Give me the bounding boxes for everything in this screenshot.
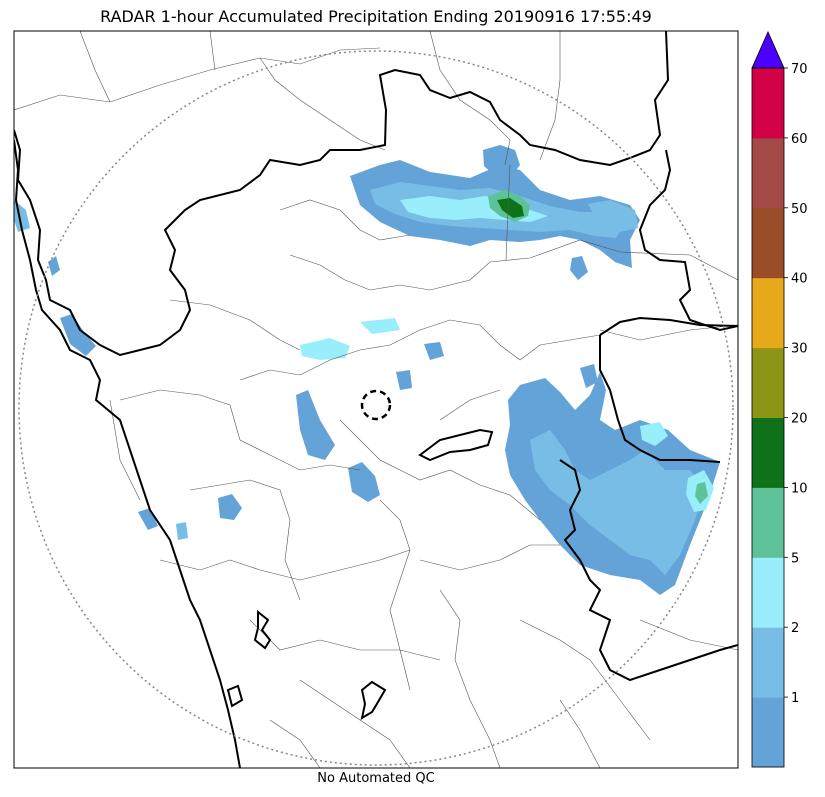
- precip-scatter-1: [300, 338, 350, 360]
- precip-scatter-2: [360, 318, 400, 334]
- radar-map: [13, 30, 739, 769]
- colorbar-segment: [752, 697, 784, 768]
- precip-cell-ne: [588, 200, 638, 232]
- colorbar-segment: [752, 487, 784, 558]
- state-border-ne: [638, 149, 738, 332]
- district-boundaries: [14, 31, 738, 768]
- colorbar-segment: [752, 557, 784, 628]
- precip-east-cyan2: [640, 422, 668, 446]
- precip-north-peak: [497, 198, 524, 218]
- colorbar: 1 2 5 10 20 30 40 50 60 70: [751, 31, 808, 768]
- colorbar-segment: [752, 627, 784, 698]
- colorbar-tick-label: 20: [791, 412, 808, 427]
- colorbar-tick-label: 70: [791, 62, 808, 77]
- colorbar-tick-label: 40: [791, 272, 808, 287]
- colorbar-tick-label: 30: [791, 342, 808, 357]
- map-title: RADAR 1-hour Accumulated Precipitation E…: [100, 7, 652, 26]
- precip-cell-n1: [483, 145, 520, 178]
- colorbar-tick-label: 60: [791, 132, 808, 147]
- colorbar-segment: [752, 207, 784, 279]
- state-border-nw: [14, 31, 670, 357]
- precip-coast-3: [48, 256, 60, 276]
- precip-cell-ne2: [570, 256, 588, 280]
- precip-coast-4: [138, 508, 158, 530]
- state-border-east-south: [559, 459, 738, 682]
- colorbar-segment: [752, 137, 784, 209]
- precip-layer: [14, 145, 720, 595]
- map-frame: [13, 30, 739, 769]
- precip-scatter-5: [580, 364, 598, 388]
- colorbar-tick-label: 10: [791, 481, 808, 496]
- precip-cell-central-west: [296, 390, 335, 460]
- precip-scatter-3: [424, 342, 444, 360]
- precip-east-mid: [530, 430, 705, 575]
- radar-range-ring: [18, 50, 734, 766]
- colorbar-segment: [752, 347, 784, 418]
- colorbar-tick-label: 50: [791, 202, 808, 217]
- enclave-south-2: [360, 680, 387, 721]
- state-border-east: [599, 316, 738, 463]
- enclave-central: [418, 428, 494, 462]
- state-boundaries: [14, 31, 738, 768]
- coastline: [14, 139, 241, 768]
- precip-coast-5: [176, 522, 188, 540]
- colorbar-tick-label: 5: [791, 551, 799, 566]
- qc-note: No Automated QC: [317, 771, 435, 786]
- enclave-coast: [226, 684, 244, 708]
- colorbar-segment: [752, 277, 784, 349]
- precip-cell-west: [218, 494, 242, 520]
- precip-east-core: [695, 482, 708, 504]
- precip-scatter-4: [396, 370, 412, 390]
- colorbar-tick-label: 2: [791, 621, 799, 636]
- colorbar-segment: [752, 417, 784, 488]
- precip-coast-1: [60, 314, 96, 356]
- colorbar-segment: [752, 68, 784, 139]
- precip-cell-central-south: [348, 462, 380, 502]
- colorbar-tick-label: 1: [791, 691, 799, 706]
- colorbar-extend-arrow: [751, 31, 785, 69]
- enclave-south-1: [253, 609, 272, 650]
- radar-site-marker: [360, 389, 392, 421]
